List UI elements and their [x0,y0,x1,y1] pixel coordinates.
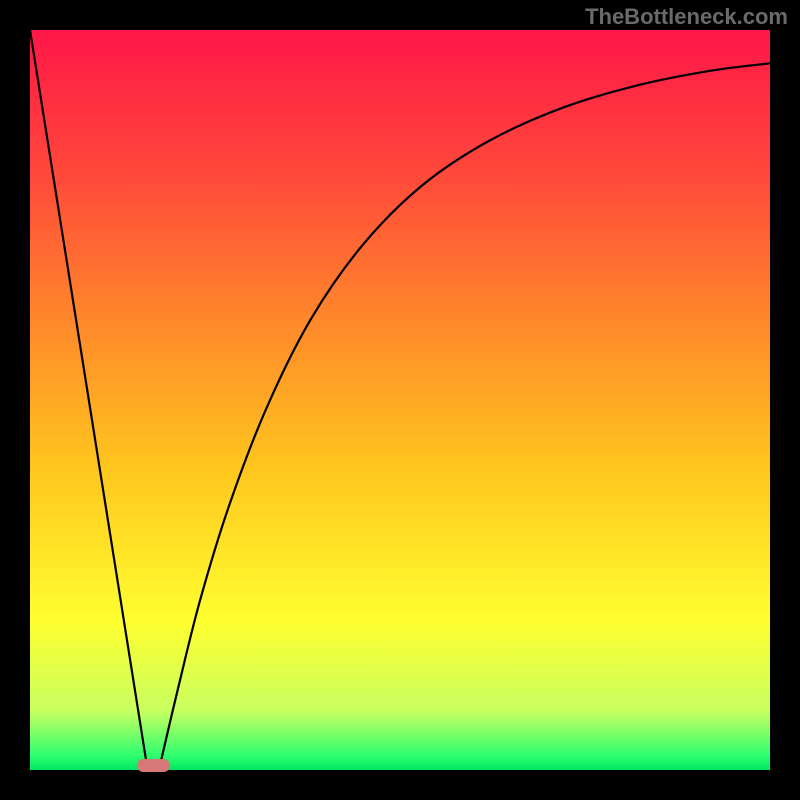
chart-container: TheBottleneck.com [0,0,800,800]
curve-right-segment [160,63,770,764]
plot-area [30,30,770,770]
curve-svg [30,30,770,770]
curve-left-segment [30,30,147,766]
min-marker [137,759,170,772]
watermark-text: TheBottleneck.com [585,4,788,30]
